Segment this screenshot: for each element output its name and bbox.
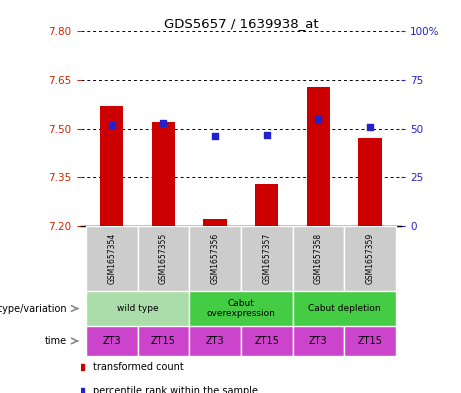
Bar bbox=[359, 138, 382, 226]
Text: Cabut
overexpression: Cabut overexpression bbox=[207, 299, 275, 318]
Text: GSM1657355: GSM1657355 bbox=[159, 233, 168, 284]
Point bbox=[315, 116, 322, 122]
Text: wild type: wild type bbox=[117, 304, 158, 313]
Text: GSM1657357: GSM1657357 bbox=[262, 233, 271, 284]
Text: percentile rank within the sample: percentile rank within the sample bbox=[94, 386, 259, 393]
Text: ZT15: ZT15 bbox=[358, 336, 383, 346]
Point bbox=[211, 133, 219, 140]
Text: Cabut depletion: Cabut depletion bbox=[308, 304, 380, 313]
Bar bbox=[152, 122, 175, 226]
Text: ZT15: ZT15 bbox=[254, 336, 279, 346]
Bar bbox=[137, 326, 189, 356]
Point bbox=[108, 122, 115, 128]
Bar bbox=[86, 326, 137, 356]
Text: ZT15: ZT15 bbox=[151, 336, 176, 346]
Bar bbox=[86, 226, 137, 291]
Bar bbox=[203, 220, 227, 226]
Text: transformed count: transformed count bbox=[94, 362, 184, 373]
Bar bbox=[293, 326, 344, 356]
Bar bbox=[100, 106, 123, 226]
Bar bbox=[189, 291, 293, 326]
Bar bbox=[189, 326, 241, 356]
Text: ZT3: ZT3 bbox=[309, 336, 328, 346]
Text: ZT3: ZT3 bbox=[102, 336, 121, 346]
Point bbox=[160, 120, 167, 126]
Point bbox=[263, 131, 271, 138]
Text: GSM1657358: GSM1657358 bbox=[314, 233, 323, 284]
Bar bbox=[344, 326, 396, 356]
Bar bbox=[307, 86, 330, 226]
Bar bbox=[137, 226, 189, 291]
Bar bbox=[86, 291, 189, 326]
Text: GSM1657354: GSM1657354 bbox=[107, 233, 116, 284]
Bar bbox=[255, 184, 278, 226]
Text: genotype/variation: genotype/variation bbox=[0, 303, 67, 314]
Text: ZT3: ZT3 bbox=[206, 336, 225, 346]
Text: GSM1657356: GSM1657356 bbox=[211, 233, 219, 284]
Bar bbox=[189, 226, 241, 291]
Text: GSM1657359: GSM1657359 bbox=[366, 233, 375, 284]
Point bbox=[366, 124, 374, 130]
Bar bbox=[241, 226, 293, 291]
Title: GDS5657 / 1639938_at: GDS5657 / 1639938_at bbox=[164, 17, 318, 30]
Bar bbox=[241, 326, 293, 356]
Bar bbox=[293, 226, 344, 291]
Bar bbox=[344, 226, 396, 291]
Text: time: time bbox=[45, 336, 67, 346]
Bar bbox=[293, 291, 396, 326]
